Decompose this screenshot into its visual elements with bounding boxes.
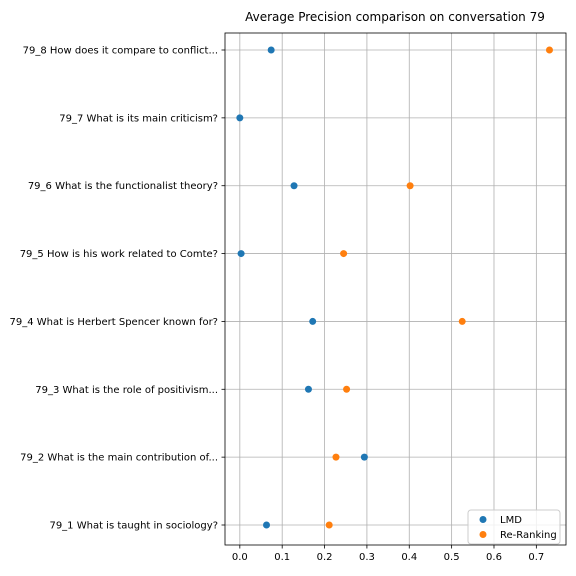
x-tick-label: 0.4 bbox=[401, 552, 417, 563]
point-re-ranking bbox=[340, 250, 348, 258]
point-lmd bbox=[263, 521, 271, 529]
y-tick-label: 79_8 How does it compare to conflict... bbox=[23, 46, 218, 57]
legend-label-lmd: LMD bbox=[500, 515, 522, 526]
axes bbox=[221, 32, 567, 549]
x-tick-label: 0.7 bbox=[528, 552, 544, 563]
y-tick-label: 79_1 What is taught in sociology? bbox=[49, 521, 218, 532]
x-tick-label: 0.3 bbox=[359, 552, 375, 563]
y-tick-label: 79_6 What is the functionalist theory? bbox=[28, 181, 218, 192]
point-re-ranking bbox=[332, 453, 340, 461]
grid-lines bbox=[225, 33, 566, 545]
legend-box bbox=[467, 509, 561, 545]
point-re-ranking bbox=[343, 385, 351, 393]
point-lmd bbox=[360, 453, 368, 461]
x-tick-label: 0.6 bbox=[486, 552, 502, 563]
data-points bbox=[236, 46, 553, 529]
point-lmd bbox=[267, 46, 275, 54]
point-lmd bbox=[309, 317, 317, 325]
x-tick-label: 0.5 bbox=[444, 552, 460, 563]
x-tick-label: 0.2 bbox=[317, 552, 333, 563]
chart-title: Average Precision comparison on conversa… bbox=[245, 10, 545, 24]
legend-marker-lmd bbox=[479, 516, 487, 523]
plot-frame bbox=[224, 32, 567, 546]
point-lmd bbox=[304, 385, 312, 393]
point-re-ranking bbox=[325, 521, 333, 529]
y-tick-label: 79_3 What is the role of positivism... bbox=[35, 385, 218, 396]
point-re-ranking bbox=[406, 182, 414, 190]
point-re-ranking bbox=[545, 46, 553, 54]
point-lmd bbox=[237, 250, 245, 258]
legend: LMD Re-Ranking bbox=[467, 509, 561, 545]
x-tick-labels: 0.0 0.1 0.2 0.3 0.4 0.5 0.6 0.7 bbox=[232, 552, 544, 563]
y-tick-label: 79_7 What is its main criticism? bbox=[59, 113, 218, 124]
x-tick-label: 0.0 bbox=[232, 552, 248, 563]
point-re-ranking bbox=[458, 317, 466, 325]
point-lmd bbox=[236, 114, 244, 122]
legend-marker-re-ranking bbox=[479, 531, 487, 538]
y-tick-labels: 79_1 What is taught in sociology? 79_2 Wh… bbox=[9, 46, 218, 532]
x-tick-label: 0.1 bbox=[274, 552, 290, 563]
y-tick-label: 79_2 What is the main contribution of... bbox=[20, 453, 218, 464]
y-tick-label: 79_4 What is Herbert Spencer known for? bbox=[9, 317, 218, 328]
point-lmd bbox=[290, 182, 298, 190]
y-tick-label: 79_5 How is his work related to Comte? bbox=[20, 249, 218, 260]
legend-label-re-ranking: Re-Ranking bbox=[500, 530, 557, 541]
